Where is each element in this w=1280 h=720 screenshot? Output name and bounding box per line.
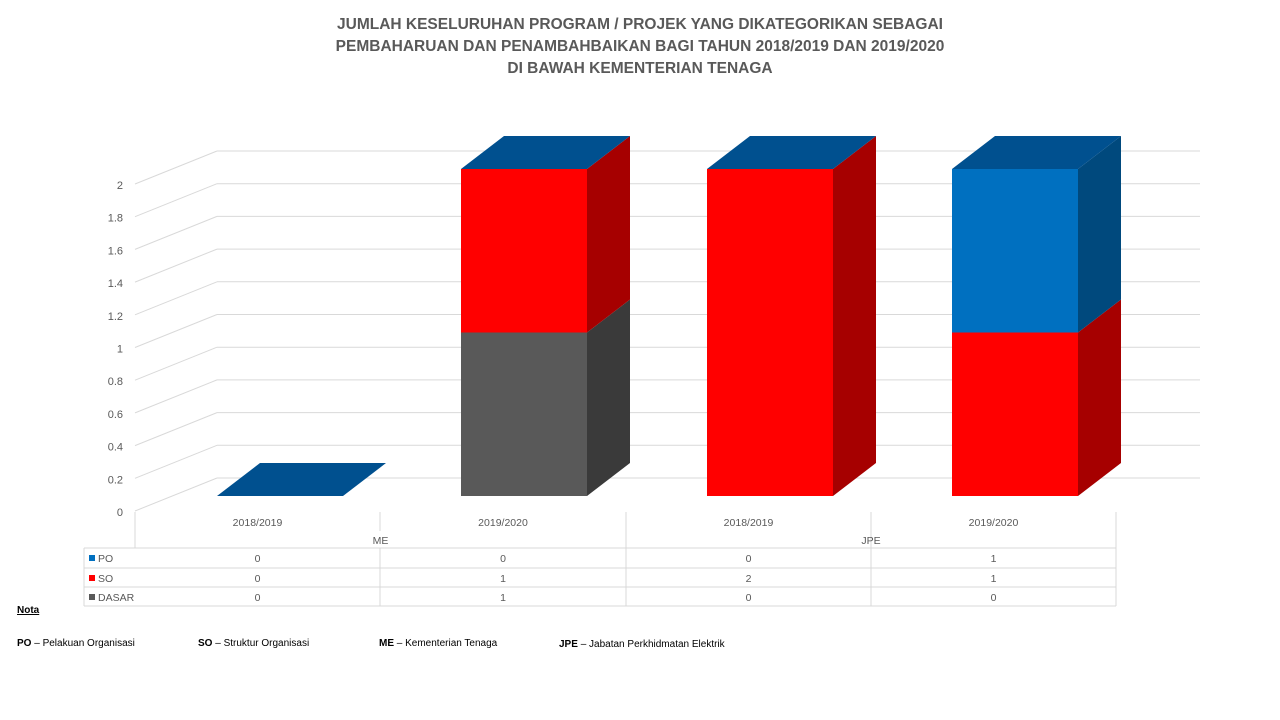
y-tick-label: 1.6 <box>108 245 123 257</box>
nota-abbr-po: PO <box>17 638 32 649</box>
nota-item-me: ME – Kementerian Tenaga <box>379 638 497 649</box>
x-category-label: 2018/2019 <box>233 517 283 529</box>
y-tick-label: 1.2 <box>108 311 123 323</box>
nota-item-po: PO – Pelakuan Organisasi <box>17 638 135 649</box>
bar-top <box>952 136 1121 169</box>
nota-text-jpe: Jabatan Perkhidmatan Elektrik <box>589 639 725 650</box>
legend-key-so <box>89 575 95 581</box>
bar-top <box>461 136 630 169</box>
bar-segment-so <box>952 332 1078 496</box>
gridline-side <box>134 183 218 218</box>
gridline-side <box>134 281 218 316</box>
legend-key-dasar <box>89 594 95 600</box>
gridline-side <box>134 314 218 348</box>
nota-heading: Nota <box>17 605 40 616</box>
x-group-label: JPE <box>861 535 880 547</box>
table-value: 0 <box>255 573 261 585</box>
bar-segment-so <box>461 169 587 333</box>
gridline-side <box>134 346 218 381</box>
table-value: 1 <box>991 553 997 565</box>
bar-side-po <box>1078 136 1121 333</box>
nota-dash: – <box>580 639 587 650</box>
table-value: 0 <box>991 592 997 604</box>
bar-segment-po <box>952 169 1078 333</box>
y-tick-label: 2 <box>117 180 123 192</box>
nota-item-so: SO – Struktur Organisasi <box>198 638 309 649</box>
table-value: 0 <box>500 553 506 565</box>
bar-top <box>217 463 386 496</box>
bar-side-dasar <box>587 299 630 496</box>
legend-label-so: SO <box>98 573 113 585</box>
y-tick-label: 0.8 <box>108 376 123 388</box>
table-value: 0 <box>746 553 752 565</box>
legend-label-dasar: DASAR <box>98 592 135 604</box>
gridline-side <box>134 412 218 447</box>
chart-title-line-3: DI BAWAH KEMENTERIAN TENAGA <box>507 60 773 77</box>
bar-top <box>707 136 876 169</box>
nota-dash: – <box>215 638 221 649</box>
table-value: 0 <box>746 592 752 604</box>
table-value: 0 <box>255 592 261 604</box>
chart-title-line-1: JUMLAH KESELURUHAN PROGRAM / PROJEK YANG… <box>337 16 943 33</box>
x-group-label: ME <box>373 535 389 547</box>
x-category-label: 2018/2019 <box>724 517 774 529</box>
nota-abbr-me: ME <box>379 638 394 649</box>
chart-title: JUMLAH KESELURUHAN PROGRAM / PROJEK YANG… <box>0 14 1280 80</box>
table-value: 1 <box>500 573 506 585</box>
gridline-side <box>134 215 218 250</box>
nota-abbr-jpe: JPE <box>559 639 578 650</box>
y-tick-label: 1.4 <box>108 278 123 290</box>
gridline-side <box>134 379 218 414</box>
bar-side-so <box>1078 299 1121 496</box>
y-tick-label: 0.6 <box>108 409 123 421</box>
y-tick-label: 1.8 <box>108 213 123 225</box>
legend-label-po: PO <box>98 553 113 565</box>
nota-dash: – <box>396 638 403 649</box>
gridline-side <box>134 444 218 479</box>
legend-key-po <box>89 555 95 561</box>
gridline-side <box>134 248 218 283</box>
y-tick-label: 0.2 <box>108 474 123 486</box>
bar-side-so <box>833 136 876 496</box>
nota-abbr-so: SO <box>198 638 213 649</box>
x-category-label: 2019/2020 <box>969 517 1019 529</box>
chart-title-line-2: PEMBAHARUAN DAN PENAMBAHBAIKAN BAGI TAHU… <box>335 38 945 55</box>
nota-dash: – <box>34 638 40 649</box>
y-tick-label: 0.4 <box>108 442 123 454</box>
y-tick-label: 0 <box>117 507 123 519</box>
nota-text-po: Pelakuan Organisasi <box>42 638 135 649</box>
bar-segment-so <box>707 169 833 496</box>
gridline-side <box>134 477 218 512</box>
x-category-label: 2019/2020 <box>478 517 528 529</box>
table-value: 1 <box>991 573 997 585</box>
gridline-side <box>134 150 218 185</box>
bar-side-so <box>587 136 630 333</box>
bar-segment-dasar <box>461 332 587 496</box>
nota-text-so: Struktur Organisasi <box>223 638 310 649</box>
nota-item-jpe: JPE – Jabatan Perkhidmatan Elektrik <box>559 638 729 652</box>
y-tick-label: 1 <box>117 344 123 356</box>
table-value: 0 <box>255 553 261 565</box>
table-value: 1 <box>500 592 506 604</box>
nota-text-me: Kementerian Tenaga <box>405 638 498 649</box>
table-value: 2 <box>746 573 752 585</box>
